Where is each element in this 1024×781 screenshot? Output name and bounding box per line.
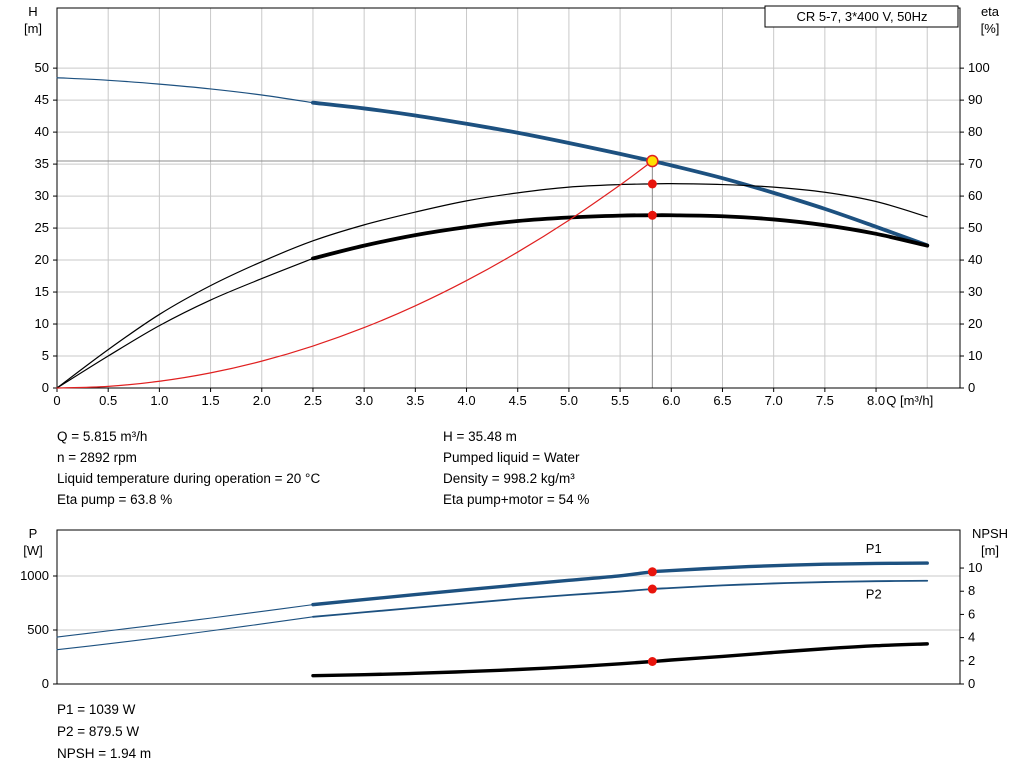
x-tick-label: 0 — [53, 393, 60, 408]
x-tick-label: 2.5 — [304, 393, 322, 408]
head-lead-curve — [56, 77, 314, 104]
x-tick-label: 6.0 — [662, 393, 680, 408]
plot-frame — [56, 529, 961, 685]
y-right-tick-label: 10 — [968, 348, 982, 363]
y-right-tick-label: 0 — [968, 676, 975, 691]
y-right-tick-label: 90 — [968, 92, 982, 107]
y-left-axis-title: [W] — [23, 543, 43, 558]
y-right-tick-label: 70 — [968, 156, 982, 171]
x-tick-label: 8.0 — [867, 393, 885, 408]
chart-title: CR 5-7, 3*400 V, 50Hz — [796, 9, 927, 24]
y-right-axis-title: eta — [981, 4, 1000, 19]
y-left-tick-label: 5 — [42, 348, 49, 363]
x-tick-label: 1.0 — [150, 393, 168, 408]
p2-point — [647, 584, 657, 594]
y-left-tick-label: 0 — [42, 380, 49, 395]
x-tick-label: 3.5 — [406, 393, 424, 408]
npsh-curve — [311, 642, 929, 678]
head-curve — [311, 100, 930, 248]
duty-point[interactable] — [646, 154, 659, 168]
info-flow: Q = 5.815 m³/h — [57, 429, 148, 444]
p1-point — [647, 567, 657, 577]
hq-eta-chart: 0 5 10 15 20 25 30 35 40 45 50 0 10 20 30 40 50 60 70 80 90 1… — [24, 4, 1000, 408]
y-right-tick-label: 80 — [968, 124, 982, 139]
y-left-tick-label: 35 — [35, 156, 49, 171]
y-right-axis-title: [m] — [981, 543, 999, 558]
y-left-tick-label: 20 — [35, 252, 49, 267]
y-right-axis-title: [%] — [981, 21, 1000, 36]
y-left-tick-label: 50 — [35, 60, 49, 75]
y-left-tick-label: 0 — [42, 676, 49, 691]
y-right-tick-label: 40 — [968, 252, 982, 267]
y-right-tick-label: 2 — [968, 653, 975, 668]
info-speed: n = 2892 rpm — [57, 450, 137, 465]
y-right-tick-label: 60 — [968, 188, 982, 203]
x-tick-label: 6.5 — [713, 393, 731, 408]
y-left-axis-title: [m] — [24, 21, 42, 36]
y-left-tick-label: 15 — [35, 284, 49, 299]
y-left-axis-title: H — [28, 4, 37, 19]
y-left-tick-label: 25 — [35, 220, 49, 235]
x-tick-label: 7.0 — [765, 393, 783, 408]
x-tick-label: 3.0 — [355, 393, 373, 408]
x-tick-label: 4.5 — [509, 393, 527, 408]
result-p2: P2 = 879.5 W — [57, 724, 140, 739]
system-curve-curve — [56, 160, 653, 389]
y-right-tick-label: 20 — [968, 316, 982, 331]
info-pumped-liquid: Pumped liquid = Water — [443, 450, 580, 465]
operating-info-left-column: Q = 5.815 m³/h n = 2892 rpm Liquid tempe… — [57, 426, 320, 510]
eta-pump-motor-point — [647, 210, 657, 220]
y-left-tick-label: 30 — [35, 188, 49, 203]
y-right-tick-label: 4 — [968, 630, 975, 645]
y-right-tick-label: 0 — [968, 380, 975, 395]
info-eta-pump: Eta pump = 63.8 % — [57, 492, 173, 507]
x-tick-label: 1.5 — [202, 393, 220, 408]
chart-title-box — [764, 5, 959, 28]
result-info: P1 = 1039 W P2 = 879.5 W NPSH = 1.94 m — [57, 699, 151, 765]
info-density: Density = 998.2 kg/m³ — [443, 471, 575, 486]
y-left-tick-label: 45 — [35, 92, 49, 107]
x-tick-label: 5.0 — [560, 393, 578, 408]
power-npsh-chart: 0 500 1000 0 2 4 6 8 10 P [W] NPSH [m] P1 P2 — [20, 526, 1008, 691]
result-npsh: NPSH = 1.94 m — [57, 746, 152, 761]
y-right-tick-label: 8 — [968, 583, 975, 598]
eta-pump-motor-curve — [311, 213, 930, 261]
y-left-tick-label: 10 — [35, 316, 49, 331]
x-tick-label: 0.5 — [99, 393, 117, 408]
y-left-tick-label: 500 — [27, 622, 49, 637]
y-right-tick-label: 100 — [968, 60, 990, 75]
y-right-tick-label: 10 — [968, 560, 982, 575]
info-head: H = 35.48 m — [443, 429, 517, 444]
result-p1: P1 = 1039 W — [57, 702, 136, 717]
x-axis-title: Q [m³/h] — [886, 393, 933, 408]
series-label-p2: P2 — [866, 586, 882, 601]
y-left-axis-title: P — [29, 526, 38, 541]
eta-pump-motor-lead-curve — [56, 257, 314, 389]
y-left-tick-label: 40 — [35, 124, 49, 139]
x-tick-label: 7.5 — [816, 393, 834, 408]
operating-info-right-column: H = 35.48 m Pumped liquid = Water Densit… — [443, 426, 589, 510]
y-right-axis-title: NPSH — [972, 526, 1008, 541]
p2-curve — [312, 579, 929, 618]
y-right-tick-label: 6 — [968, 606, 975, 621]
x-tick-label: 5.5 — [611, 393, 629, 408]
plot-frame — [56, 7, 961, 389]
info-liquid-temperature: Liquid temperature during operation = 20… — [57, 471, 321, 486]
p2-lead-curve — [56, 616, 314, 651]
y-left-tick-label: 1000 — [20, 568, 49, 583]
eta-pump-point — [647, 179, 657, 189]
y-right-tick-label: 50 — [968, 220, 982, 235]
y-right-tick-label: 30 — [968, 284, 982, 299]
npsh-point — [647, 657, 657, 667]
x-tick-label: 4.0 — [457, 393, 475, 408]
p1-curve — [311, 561, 929, 607]
info-eta-pump-motor: Eta pump+motor = 54 % — [443, 492, 590, 507]
series-label-p1: P1 — [866, 541, 882, 556]
p1-lead-curve — [56, 604, 314, 638]
eta-pump-curve — [56, 182, 928, 389]
x-tick-label: 2.0 — [253, 393, 271, 408]
